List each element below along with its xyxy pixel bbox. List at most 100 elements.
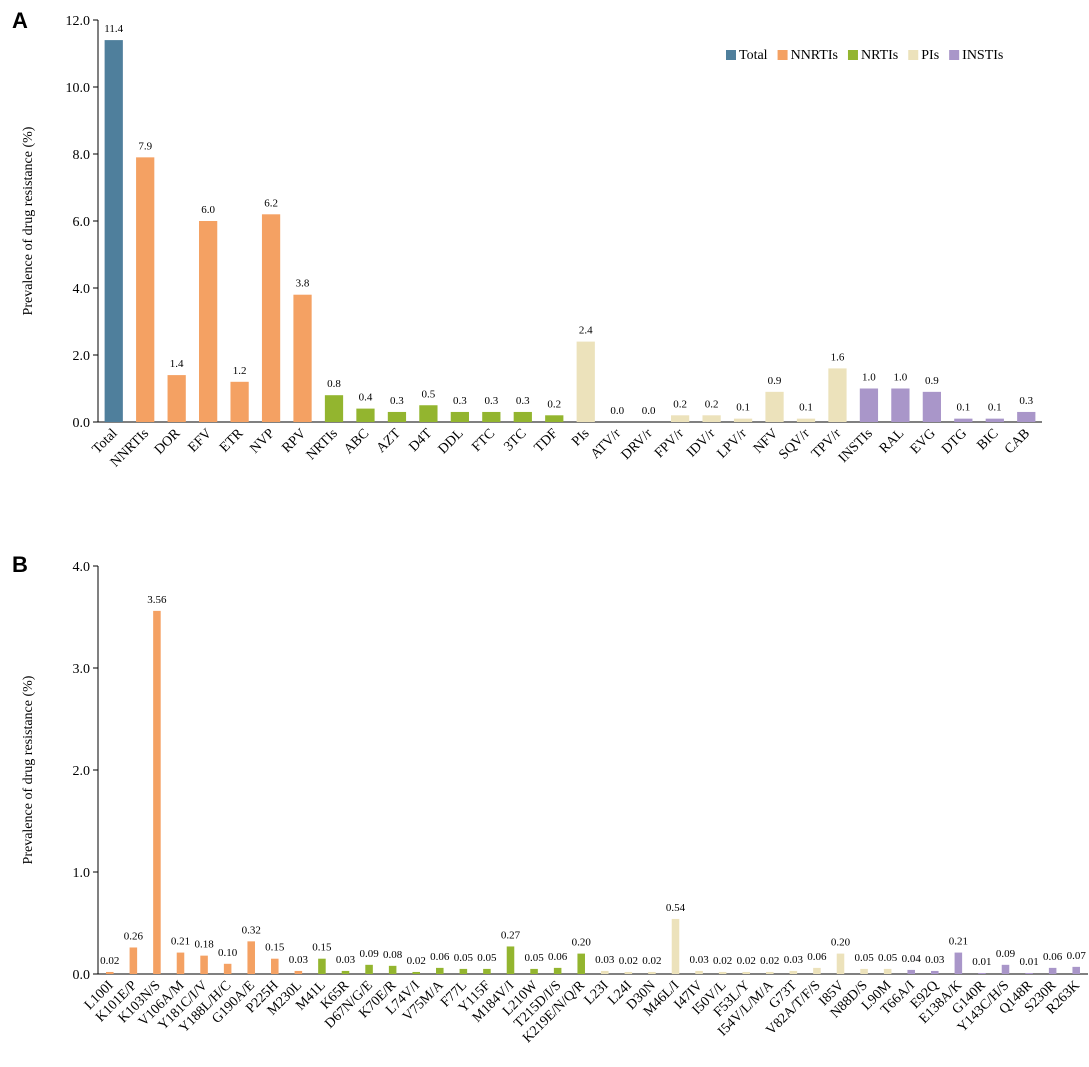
panel-b-bar	[860, 968, 868, 974]
panel-b-data-label: 0.06	[807, 951, 827, 963]
panel-b-bar	[671, 918, 680, 974]
panel-b-bar	[836, 953, 845, 974]
panel-letter-a: A	[12, 8, 28, 33]
panel-a-bar	[324, 395, 344, 422]
panel-b-bar	[1025, 972, 1033, 974]
panel-b-bar	[695, 970, 703, 974]
panel-a-category-label: ETR	[217, 426, 247, 456]
panel-b-data-label: 0.06	[548, 951, 568, 963]
panel-a-bar	[545, 415, 564, 422]
panel-b-data-label: 0.27	[501, 929, 521, 941]
panel-b-data-label: 0.01	[972, 956, 991, 968]
panel-b-bar	[223, 963, 232, 974]
panel-a-data-label: 6.0	[201, 204, 215, 216]
panel-b-bar	[789, 970, 798, 974]
panel-b-bar	[553, 967, 562, 974]
panel-a-data-label: 1.0	[894, 372, 908, 384]
panel-b-bar	[883, 968, 892, 974]
panel-b-bar	[341, 970, 350, 974]
panel-b-y-tick-label: 2.0	[73, 764, 91, 779]
panel-b-bar	[624, 971, 633, 974]
panel-a-category-label: AZT	[374, 426, 404, 456]
panel-b-bar	[954, 952, 963, 974]
panel-a-chart: 0.0 2.0 4.0 6.0 8.0 10.0 12.0 Prevalence of dru…	[21, 14, 1042, 470]
panel-b-data-label: 0.20	[831, 937, 851, 949]
panel-a-category-label: PIs	[569, 426, 592, 449]
panel-b-bar	[577, 953, 585, 974]
panel-b-bar	[200, 955, 208, 974]
panel-a-category-label: BIC	[975, 426, 1002, 453]
panel-a-bar	[199, 221, 218, 422]
panel-a-data-label: 0.1	[956, 402, 970, 414]
panel-b-y-axis-label: Prevalence of drug resistance (%)	[21, 675, 36, 864]
panel-a-legend-swatch	[949, 50, 960, 60]
panel-a-data-label: 0.9	[768, 375, 782, 387]
panel-b-category-label: L23I	[582, 978, 612, 1008]
panel-a-data-label: 1.2	[233, 365, 247, 377]
panel-b-bar	[247, 941, 255, 974]
panel-a-bar	[985, 418, 1004, 422]
panel-b-bar	[459, 968, 468, 974]
panel-b-chart: 0.0 1.0 2.0 3.0 4.0 Prevalence of drug resist…	[21, 560, 1088, 1046]
panel-b-bar	[436, 967, 444, 974]
panel-b-bar	[318, 958, 326, 974]
panel-b-data-label: 0.02	[619, 955, 638, 967]
panel-a-category-label: EFV	[186, 426, 215, 455]
panel-b-data-label: 0.32	[242, 924, 261, 936]
panel-b-data-label: 0.03	[784, 954, 804, 966]
panel-a-legend-swatch	[777, 50, 788, 60]
panel-b-data-label: 0.02	[760, 955, 779, 967]
panel-b-bar	[129, 947, 138, 974]
panel-b-data-label: 0.02	[642, 955, 661, 967]
panel-b-bar	[106, 971, 114, 974]
panel-a-y-axis-label: Prevalence of drug resistance (%)	[21, 126, 36, 315]
panel-a-data-label: 0.1	[736, 402, 750, 414]
panel-a-data-label: 0.3	[390, 395, 404, 407]
panel-b-bar	[1001, 964, 1010, 974]
panel-a-legend-entry: NNRTIs	[791, 48, 838, 63]
panel-b-bar	[153, 610, 161, 974]
panel-b-bar	[388, 965, 397, 974]
panel-b-bar	[1072, 966, 1080, 974]
panel-b-data-label: 0.05	[524, 952, 544, 964]
panel-b-data-label: 0.05	[477, 952, 497, 964]
panel-a-data-label: 0.4	[359, 392, 373, 404]
panel-a-data-label: 7.9	[138, 140, 152, 152]
panel-a-bar	[671, 415, 690, 422]
panel-b-data-label: 0.02	[737, 955, 756, 967]
panel-a-data-label: 1.4	[170, 358, 184, 370]
panel-b-data-label: 0.15	[265, 942, 285, 954]
panel-a-data-label: 0.5	[422, 388, 436, 400]
panel-b-bar	[1048, 967, 1057, 974]
panel-a-data-label: 0.3	[516, 395, 530, 407]
panel-a-bar	[922, 391, 941, 422]
panel-b-data-label: 0.02	[713, 955, 732, 967]
panel-b-data-label: 0.07	[1067, 950, 1087, 962]
panel-a-y-tick-label: 12.0	[66, 14, 91, 29]
panel-a-y-tick-label: 2.0	[73, 349, 91, 364]
panel-b-data-label: 0.09	[359, 948, 379, 960]
panel-b-bar	[506, 946, 515, 974]
panel-a-legend-swatch	[847, 50, 858, 60]
panel-a-data-label: 11.4	[104, 23, 123, 35]
panel-a-bar	[293, 294, 312, 422]
panel-a-data-label: 0.3	[484, 395, 498, 407]
panel-b-data-label: 0.03	[925, 954, 945, 966]
panel-b-bar	[978, 972, 986, 974]
panel-a-bar	[482, 411, 501, 422]
panel-a-data-label: 0.0	[642, 405, 656, 417]
panel-b-bar	[412, 971, 420, 974]
panel-a-category-label: 3TC	[501, 426, 529, 454]
panel-a-y-tick-label: 4.0	[73, 282, 91, 297]
panel-a-data-label: 1.0	[862, 372, 876, 384]
panel-a-bar	[387, 411, 407, 422]
panel-b-data-label: 0.06	[1043, 951, 1063, 963]
panel-b-data-label: 3.56	[147, 594, 167, 606]
panel-b-data-label: 0.10	[218, 947, 238, 959]
panel-a-bar	[450, 411, 469, 422]
panel-b-data-label: 0.05	[854, 952, 874, 964]
panel-b-data-label: 0.05	[878, 952, 898, 964]
panel-a-legend-entry: Total	[739, 48, 768, 63]
panel-a-data-label: 0.2	[673, 398, 687, 410]
panel-a-data-label: 2.4	[579, 325, 593, 337]
